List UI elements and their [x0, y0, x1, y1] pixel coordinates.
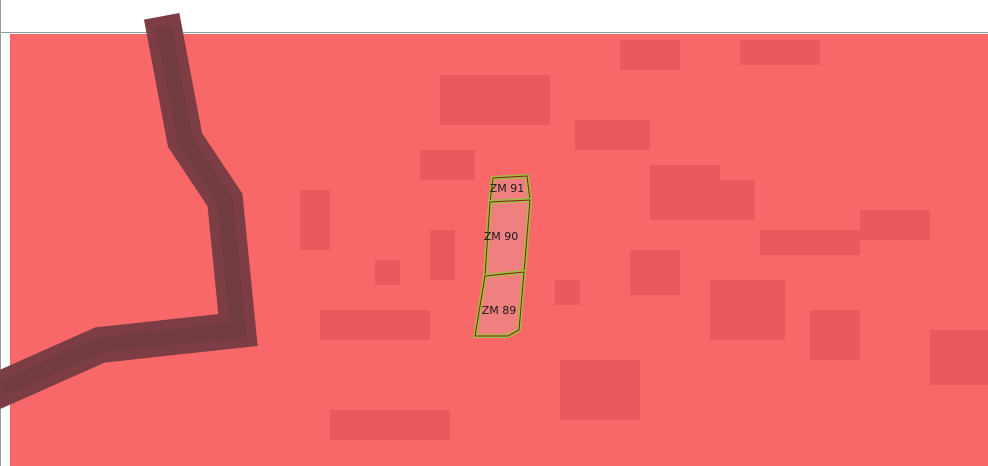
map-canvas[interactable]: ZM 91 ZM 90 ZM 89 — [10, 34, 988, 466]
map-view: ZM 91 ZM 90 ZM 89 — [0, 0, 988, 466]
parcel-label: ZM 90 — [484, 230, 519, 243]
page: {"map": {"parcels": [{"label": "ZM 91"},… — [0, 0, 988, 466]
parcel-label: ZM 91 — [490, 182, 525, 195]
parcel-label: ZM 89 — [482, 304, 517, 317]
